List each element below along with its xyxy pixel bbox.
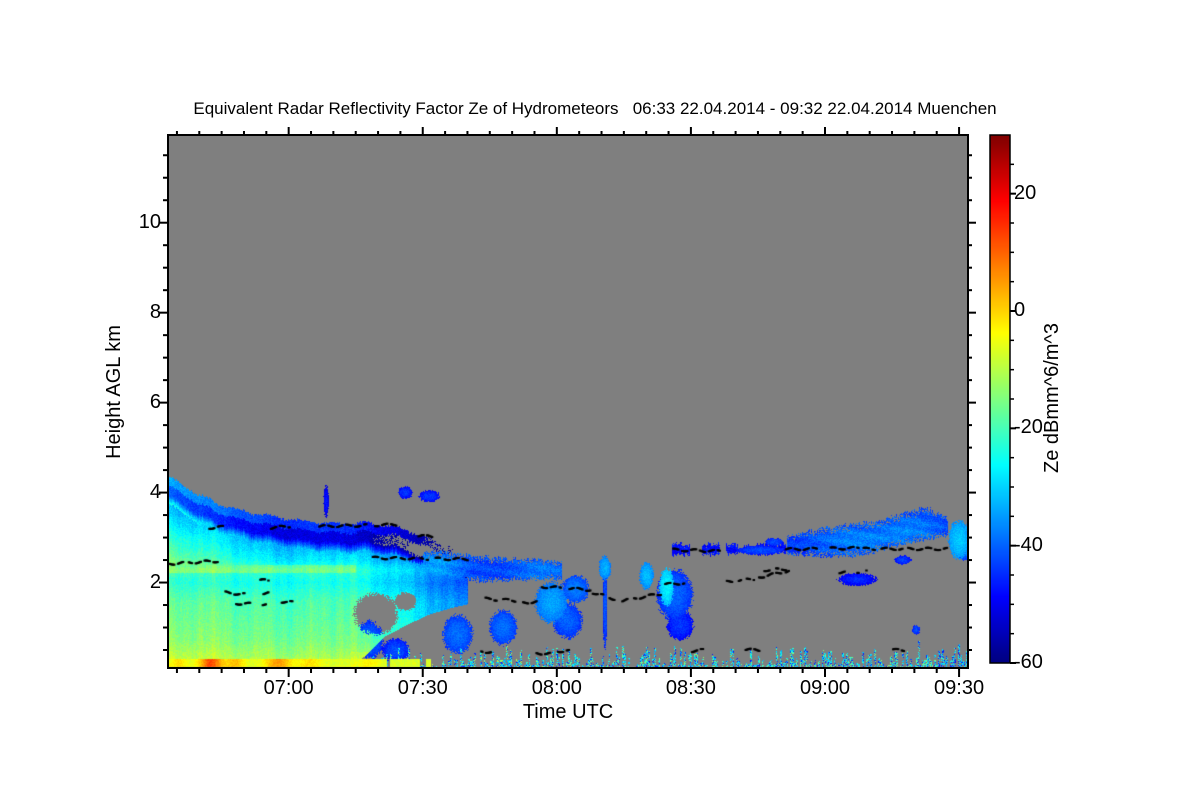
y-tick-label: 4 <box>149 480 161 503</box>
x-tick-label: 09:30 <box>934 677 985 699</box>
colorbar-frame <box>989 134 1011 664</box>
colorbar-tick-label: -40 <box>1014 533 1043 556</box>
chart-title: Equivalent Radar Reflectivity Factor Ze … <box>193 99 997 118</box>
plot-frame <box>167 134 969 669</box>
colorbar-gradient <box>990 135 1010 663</box>
colorbar-label: Ze dBmm^6/m^3 <box>1041 323 1063 473</box>
x-tick-label: 08:00 <box>531 677 582 699</box>
x-tick-label: 07:00 <box>263 677 314 699</box>
reflectivity-heatmap <box>168 135 968 668</box>
colorbar-tick-label: -60 <box>1014 651 1043 673</box>
y-tick-label: 2 <box>149 570 161 593</box>
colorbar-tick-label: -20 <box>1014 416 1043 439</box>
colorbar-tick-label: 0 <box>1014 299 1026 321</box>
x-axis-label: Time UTC <box>522 701 614 723</box>
colorbar-tick-label: 20 <box>1014 181 1037 204</box>
x-tick-label: 09:00 <box>799 677 851 699</box>
y-tick-label: 8 <box>149 300 161 323</box>
y-tick-label: 6 <box>149 390 161 413</box>
y-tick-label: 10 <box>138 210 161 233</box>
x-tick-label: 07:30 <box>397 677 448 699</box>
x-tick-label: 08:30 <box>665 677 716 699</box>
